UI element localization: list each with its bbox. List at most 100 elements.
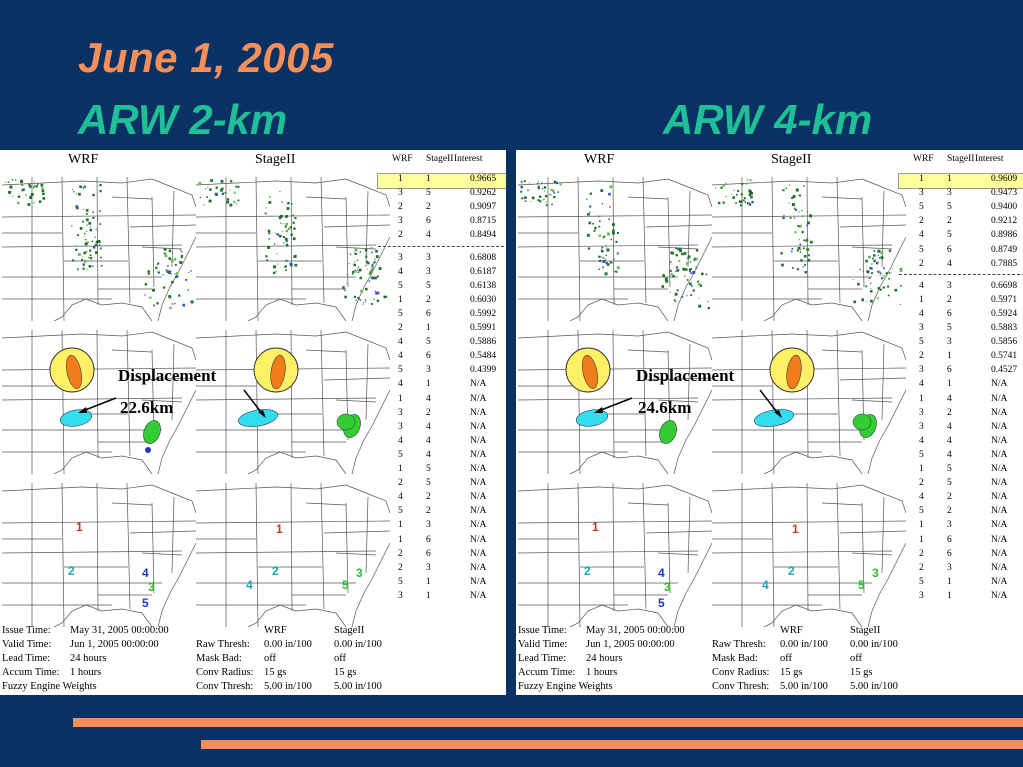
table-cell: 3 bbox=[398, 252, 403, 263]
table-cell: N/A bbox=[470, 562, 487, 573]
table-cell: 2 bbox=[398, 478, 403, 489]
table-cell: 0.9097 bbox=[470, 202, 497, 213]
table-cell: 6 bbox=[947, 534, 952, 545]
table-cell: 4 bbox=[398, 351, 403, 362]
table-cell: 1 bbox=[919, 174, 924, 184]
slide-title-date: June 1, 2005 bbox=[78, 34, 334, 81]
table-cell: 5 bbox=[947, 464, 952, 474]
map-precip-stage bbox=[196, 177, 390, 321]
column-header-stage: StageII bbox=[255, 152, 296, 167]
table-cell: 3 bbox=[947, 337, 952, 348]
table-cell: 4 bbox=[398, 435, 403, 446]
table-cell: N/A bbox=[470, 478, 487, 489]
table-cell: 1 bbox=[919, 393, 924, 404]
table-cell: N/A bbox=[470, 449, 487, 460]
table-cell: 0.5971 bbox=[991, 294, 1018, 305]
table-cell: 5 bbox=[398, 506, 403, 517]
object-label-wrf: 4 bbox=[658, 566, 665, 580]
table-cell: 0.9212 bbox=[991, 216, 1018, 227]
table-cell: 1 bbox=[947, 576, 952, 587]
table-cell: 5 bbox=[398, 308, 403, 319]
table-cell: 0.6138 bbox=[470, 280, 497, 291]
table-cell: 3 bbox=[919, 590, 924, 601]
info-value: 24 hours bbox=[586, 653, 623, 664]
table-cell: 2 bbox=[398, 230, 403, 241]
table-cell: 1 bbox=[919, 294, 924, 305]
table-cell: N/A bbox=[991, 407, 1008, 418]
map-labels-stage: 1 2 3 4 5 bbox=[712, 483, 906, 627]
column-header-wrf: WRF bbox=[68, 152, 99, 167]
table-cell: 0.5856 bbox=[991, 337, 1018, 348]
table-row: 3 4 N/A bbox=[378, 422, 506, 436]
info-label: Accum Time: bbox=[2, 667, 60, 678]
table-cell: 2 bbox=[947, 407, 952, 418]
table-row: 4 3 0.6187 bbox=[378, 267, 506, 281]
table-cell: 1 bbox=[947, 351, 952, 362]
info-cell: 0.00 in/100 bbox=[850, 639, 898, 650]
info-label: Fuzzy Engine Weights bbox=[2, 681, 97, 692]
table-cell: N/A bbox=[470, 520, 487, 531]
table-cell: 5 bbox=[947, 323, 952, 333]
table-cell: 4 bbox=[919, 379, 924, 390]
table-cell: 2 bbox=[919, 478, 924, 489]
object-label-stage: 4 bbox=[246, 578, 253, 592]
table-cell: N/A bbox=[991, 576, 1008, 587]
table-cell: 5 bbox=[398, 576, 403, 587]
table-cell: 4 bbox=[947, 258, 952, 269]
table-cell: 2 bbox=[947, 216, 952, 227]
table-cell: 0.7885 bbox=[991, 258, 1018, 269]
table-cell: 4 bbox=[947, 449, 952, 460]
table-cell: 1 bbox=[919, 464, 924, 474]
object-label-wrf: 2 bbox=[584, 564, 591, 578]
table-cell: 1 bbox=[398, 393, 403, 404]
table-row: 1 1 0.9609 bbox=[898, 173, 1023, 189]
info-cell: Raw Thresh: bbox=[712, 639, 766, 650]
info-value: May 31, 2005 00:00:00 bbox=[586, 625, 685, 636]
table-cell: 1 bbox=[426, 379, 431, 390]
table-cell: 3 bbox=[947, 562, 952, 573]
table-cell: 3 bbox=[426, 562, 431, 573]
info-label: Issue Time: bbox=[2, 625, 51, 636]
table-row: 3 2 N/A bbox=[378, 408, 506, 422]
decorative-bar-bottom bbox=[201, 740, 1023, 749]
table-cell: 4 bbox=[398, 266, 403, 277]
object-label-wrf: 4 bbox=[142, 566, 149, 580]
table-cell: 2 bbox=[919, 548, 924, 559]
table-row: 1 1 0.9665 bbox=[377, 173, 506, 189]
table-cell: 2 bbox=[426, 506, 431, 517]
run-info: Issue Time: May 31, 2005 00:00:00 Valid Ti… bbox=[518, 624, 685, 694]
table-cell: 0.5924 bbox=[991, 308, 1018, 319]
table-cell: 2 bbox=[947, 294, 952, 305]
table-cell: N/A bbox=[991, 520, 1008, 531]
table-row: 1 4 N/A bbox=[378, 394, 506, 408]
table-cell: 4 bbox=[426, 230, 431, 241]
table-cell: 1 bbox=[919, 520, 924, 531]
map-labels-wrf: 1 2 34 5 bbox=[518, 483, 712, 627]
table-row: 4 5 0.5886 bbox=[378, 337, 506, 351]
table-cell: N/A bbox=[991, 449, 1008, 460]
table-cell: 3 bbox=[426, 365, 431, 376]
info-cell: off bbox=[780, 653, 793, 664]
table-cell: N/A bbox=[991, 379, 1008, 390]
table-cell: 4 bbox=[426, 421, 431, 432]
table-cell: 4 bbox=[919, 435, 924, 446]
table-row: 2 2 0.9097 bbox=[378, 202, 506, 216]
table-cell: 3 bbox=[919, 188, 924, 199]
info-value: 24 hours bbox=[70, 653, 107, 664]
info-value: Jun 1, 2005 00:00:00 bbox=[70, 639, 159, 650]
displacement-value: 22.6km bbox=[120, 398, 174, 417]
info-header: StageII bbox=[334, 625, 365, 636]
table-cell: 0.5886 bbox=[470, 337, 497, 348]
info-label: Fuzzy Engine Weights bbox=[518, 681, 613, 692]
table-row: 3 1 N/A bbox=[378, 591, 506, 605]
table-row: 3 6 0.4527 bbox=[899, 365, 1023, 379]
info-cell: Conv Thresh: bbox=[712, 681, 770, 692]
info-cell: 0.00 in/100 bbox=[334, 639, 382, 650]
info-header: StageII bbox=[850, 625, 881, 636]
table-row: 1 6 N/A bbox=[378, 535, 506, 549]
table-cell: 3 bbox=[426, 266, 431, 277]
table-row: 5 6 0.8749 bbox=[899, 245, 1023, 259]
table-header: Interest bbox=[975, 154, 1004, 164]
table-cell: 4 bbox=[947, 435, 952, 446]
table-row: 3 5 0.5883 bbox=[899, 323, 1023, 337]
